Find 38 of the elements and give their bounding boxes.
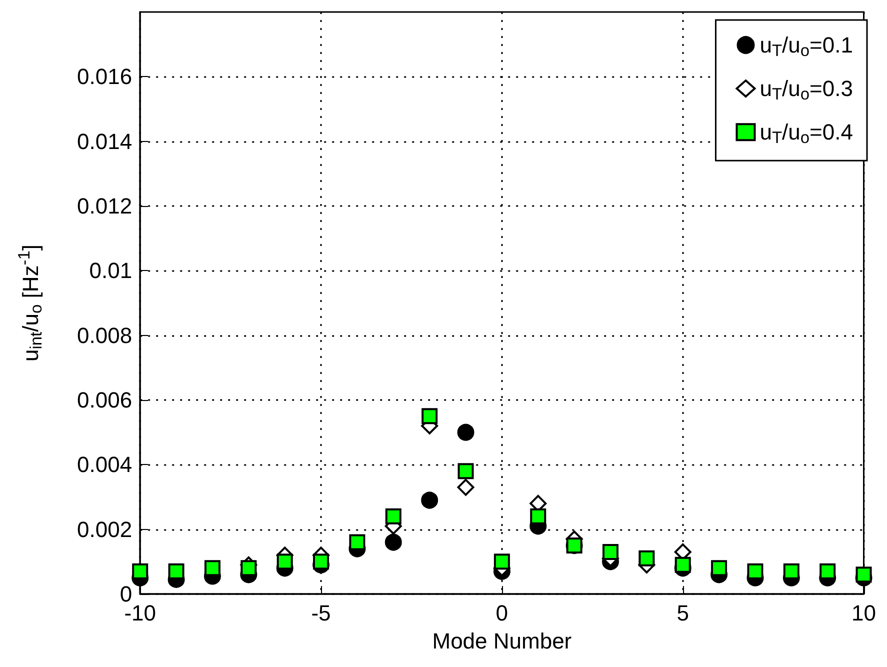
point	[530, 508, 546, 524]
point	[422, 408, 438, 424]
y-axis-title: uint/uo [Hz-1]	[16, 244, 46, 362]
point	[856, 566, 872, 583]
y-tick-label: 0.004	[77, 452, 132, 478]
x-tick-label: 0	[496, 600, 508, 626]
point	[349, 534, 366, 550]
point	[820, 563, 836, 580]
y-tick-label: 0.014	[77, 128, 132, 154]
point	[457, 424, 474, 441]
point	[385, 508, 402, 524]
point	[240, 560, 257, 576]
y-tick-label: 0.002	[77, 516, 132, 542]
point	[132, 563, 148, 580]
y-tick-label: 0.01	[89, 258, 132, 284]
x-tick-label: 10	[852, 600, 876, 626]
point	[204, 560, 220, 576]
point	[458, 463, 474, 480]
point	[783, 563, 800, 580]
point	[494, 554, 510, 570]
point	[711, 560, 728, 576]
y-tick-label: 0.006	[77, 388, 132, 412]
point	[638, 550, 655, 566]
point	[276, 554, 293, 570]
point	[421, 492, 438, 509]
point	[674, 556, 691, 573]
point	[313, 554, 330, 570]
y-tick-label: 0.008	[77, 322, 132, 348]
point	[168, 563, 184, 580]
point	[384, 534, 402, 551]
x-axis-title: Mode Number	[432, 628, 572, 654]
point	[457, 478, 474, 496]
y-tick-label: 0.016	[77, 64, 132, 90]
point	[602, 544, 618, 560]
y-tick-label: 0.012	[77, 194, 132, 218]
x-tick-label: -5	[311, 600, 331, 626]
point	[747, 563, 764, 580]
x-tick-label: 5	[676, 600, 689, 626]
